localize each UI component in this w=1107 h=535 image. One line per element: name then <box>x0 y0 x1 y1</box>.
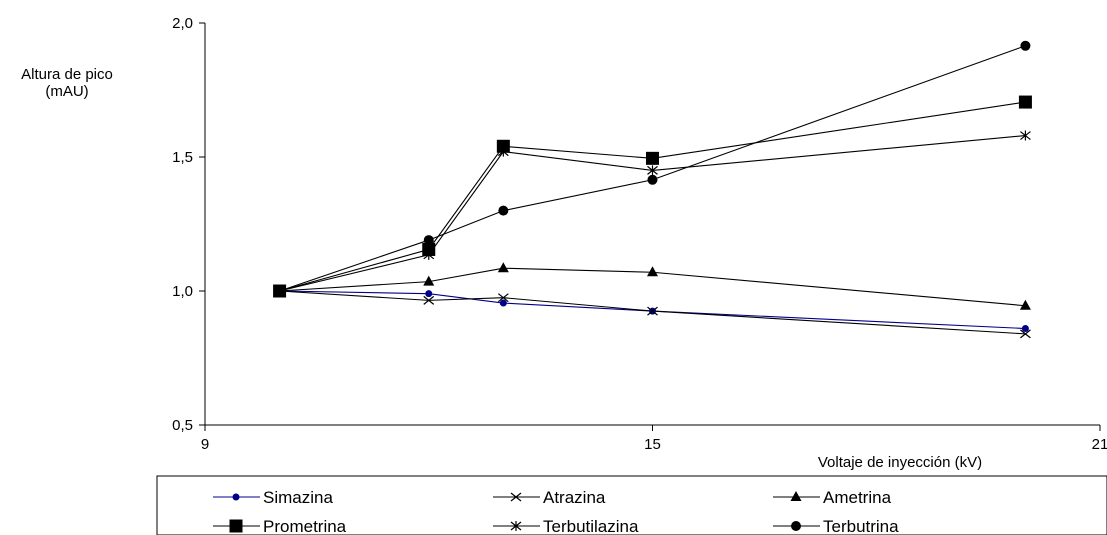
data-point-atrazina <box>1020 329 1031 339</box>
legend-label-simazina: Simazina <box>263 488 333 507</box>
data-point-ametrina <box>423 275 435 286</box>
legend-marker-prometrina <box>229 519 243 533</box>
x-axis-title: Voltaje de inyección (kV) <box>818 454 982 471</box>
tick-labels: 0,5 1,0 1,5 2,0 9 15 21 <box>172 15 1107 453</box>
data-point-terbutilazina <box>497 146 509 157</box>
data-point-simazina <box>499 299 507 307</box>
data-point-simazina <box>425 290 433 298</box>
data-point-terbutilazina <box>647 165 658 176</box>
legend-marker-ametrina <box>790 491 802 501</box>
axes <box>199 22 1101 431</box>
data-point-atrazina <box>647 306 658 316</box>
data-point-prometrina <box>1018 95 1032 109</box>
data-point-terbutrina <box>1020 40 1031 51</box>
y-tick-label: 1,0 <box>172 283 193 300</box>
legend-marker-atrazina <box>510 492 522 502</box>
x-tick-label: 15 <box>644 436 661 453</box>
y-axis-title-line-2: (mAU) <box>45 83 88 100</box>
data-point-prometrina <box>646 151 659 165</box>
legend-label-atrazina: Atrazina <box>543 488 606 507</box>
legend: Simazina Atrazina Ametrina Prometrina Terbut… <box>156 475 1107 535</box>
legend-marker-terbutilazina <box>510 521 522 531</box>
legend-marker-simazina <box>232 493 240 501</box>
legend-label-ametrina: Ametrina <box>823 488 892 507</box>
series-markers <box>273 40 1032 339</box>
data-point-atrazina <box>423 295 435 305</box>
data-point-terbutilazina <box>423 249 435 260</box>
legend-marker-terbutrina <box>791 521 801 531</box>
x-tick-label: 21 <box>1092 436 1107 453</box>
data-point-simazina <box>1021 325 1029 333</box>
data-point-terbutrina <box>498 205 509 216</box>
data-point-atrazina <box>497 293 509 303</box>
y-tick-label: 2,0 <box>172 15 193 32</box>
data-point-terbutilazina <box>1020 130 1031 141</box>
data-point-ametrina <box>647 266 658 277</box>
data-point-ametrina <box>497 262 509 273</box>
legend-label-terbutrina: Terbutrina <box>823 517 899 535</box>
legend-label-terbutilazina: Terbutilazina <box>543 517 639 535</box>
y-axis-title-line-1: Altura de pico <box>21 66 113 83</box>
data-point-terbutrina <box>647 174 658 185</box>
y-tick-label: 1,5 <box>172 149 193 166</box>
legend-box <box>156 475 1107 535</box>
y-tick-label: 0,5 <box>172 417 193 434</box>
data-point-ametrina <box>1019 299 1031 310</box>
data-point-terbutrina <box>423 235 434 246</box>
x-tick-label: 9 <box>201 436 209 453</box>
legend-label-prometrina: Prometrina <box>263 517 347 535</box>
data-point-terbutrina <box>274 286 285 296</box>
